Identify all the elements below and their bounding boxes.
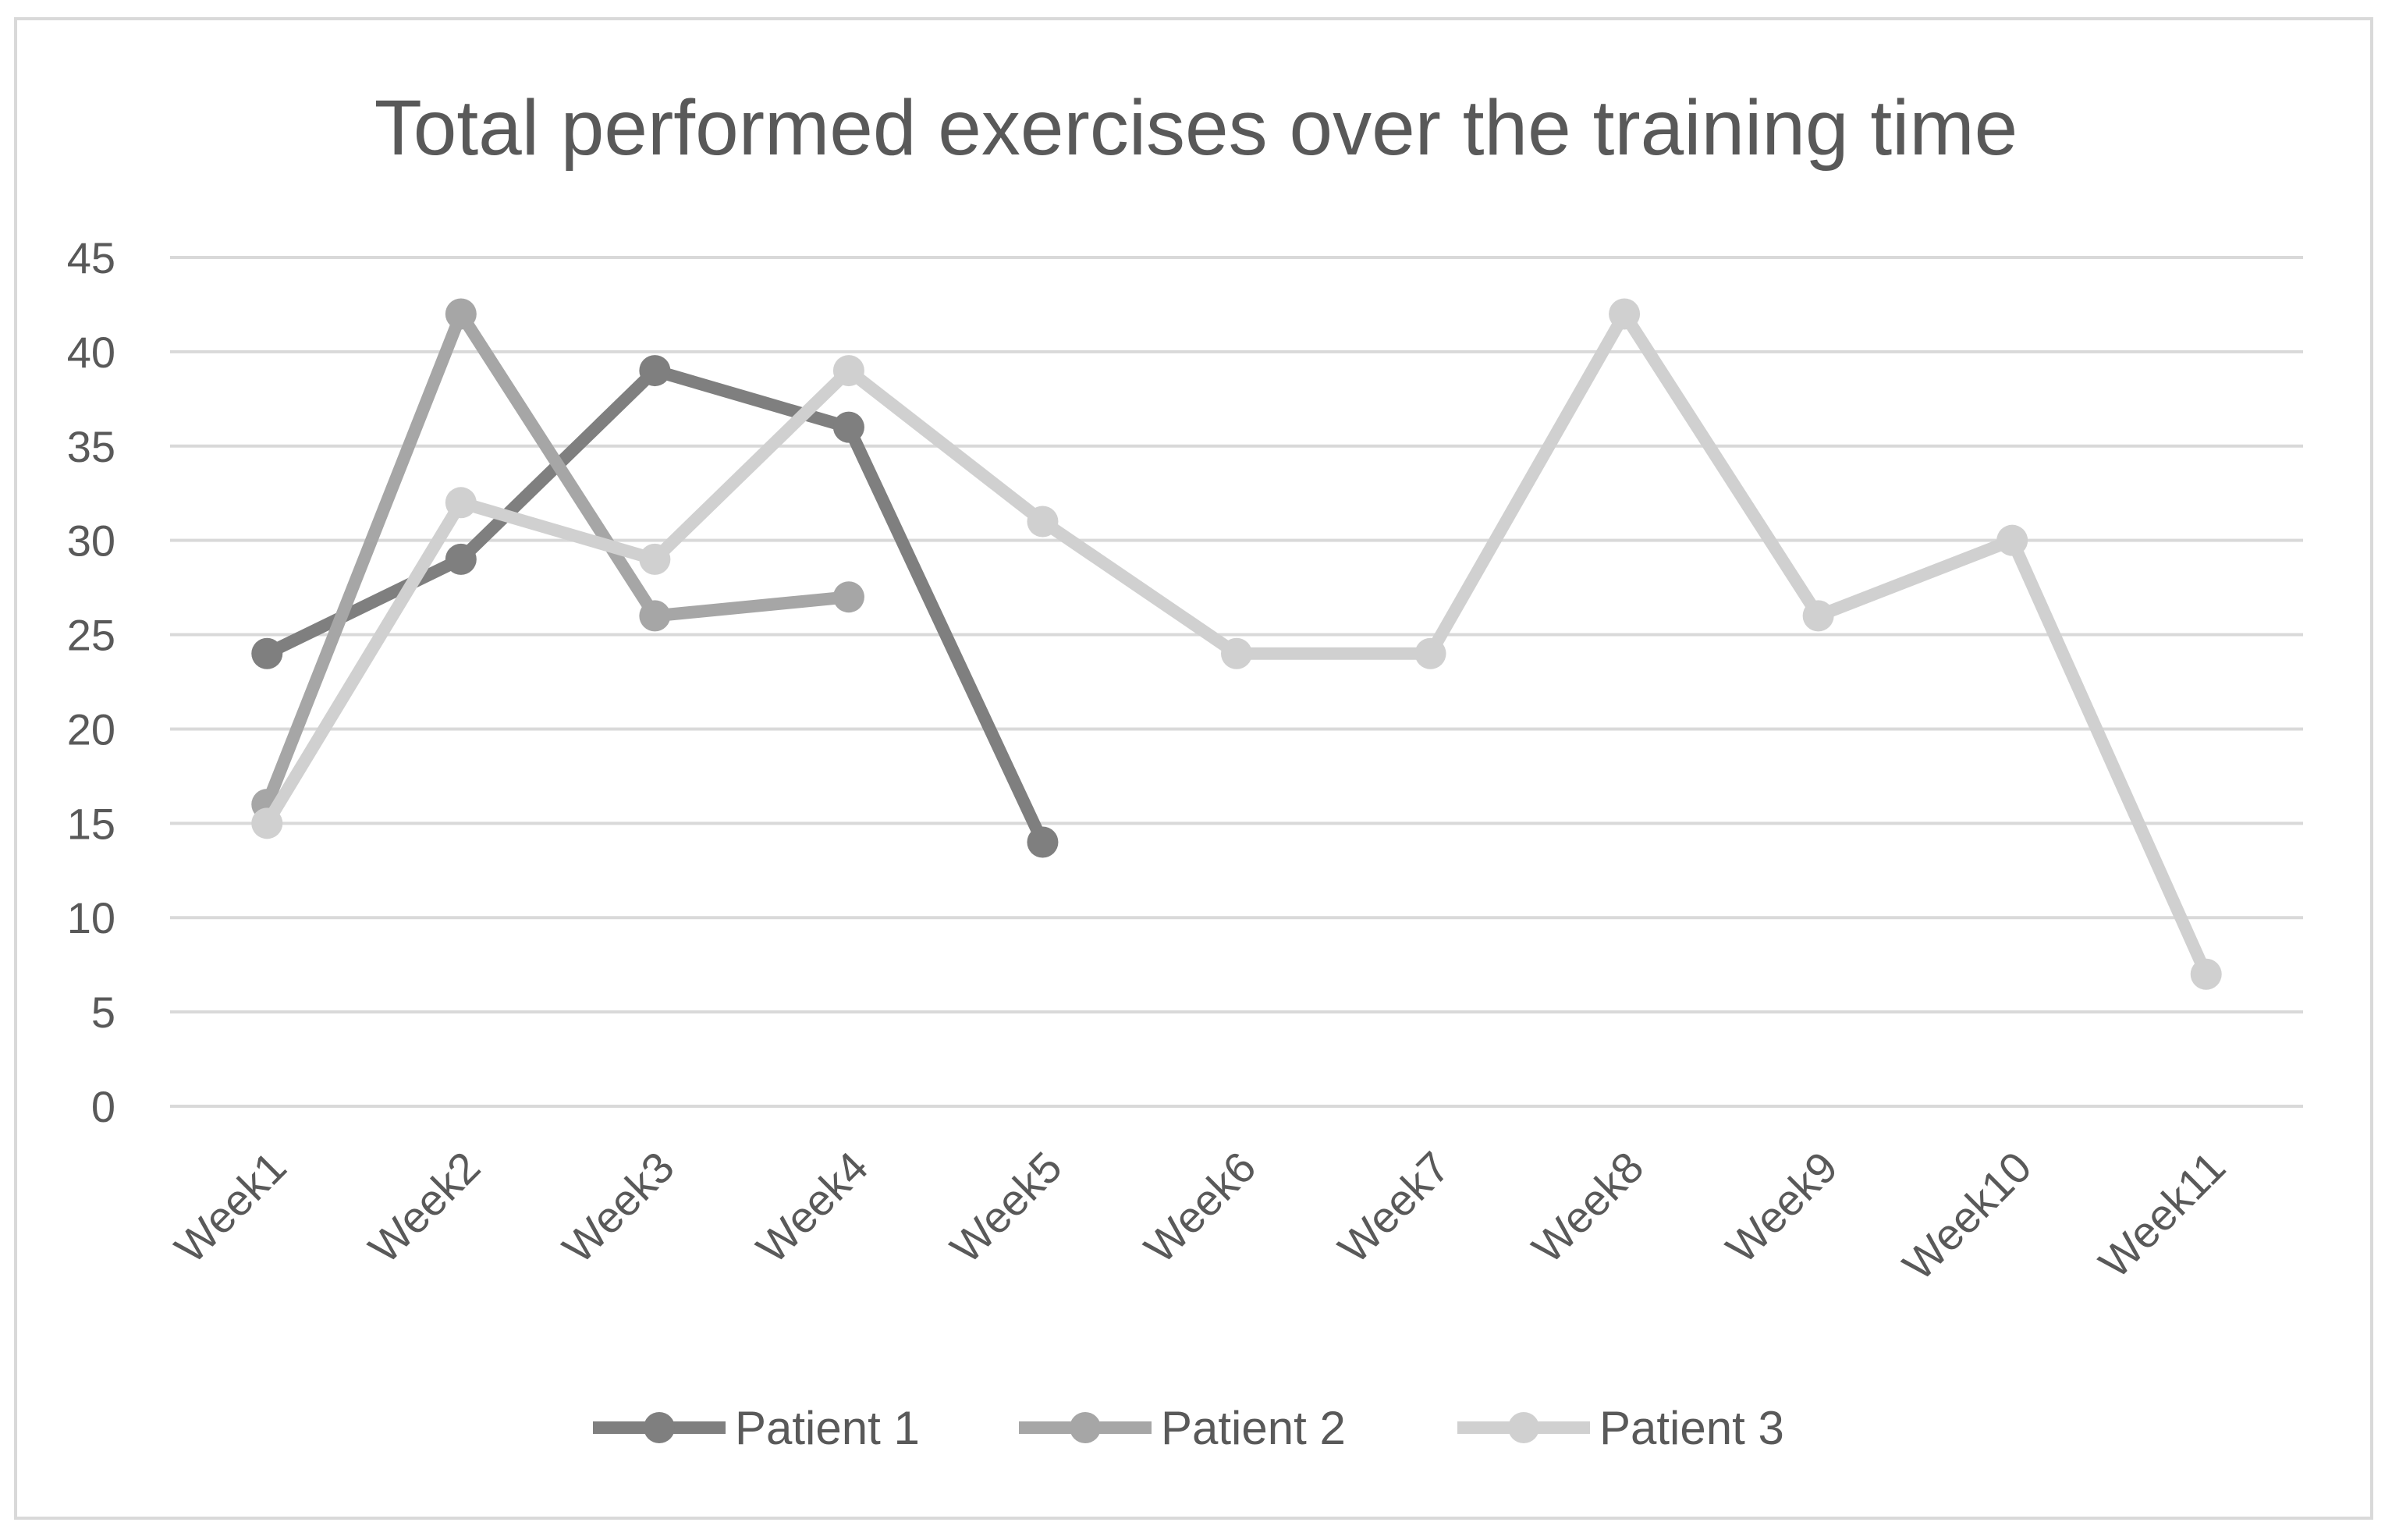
legend-label: Patient 1	[735, 1402, 920, 1454]
data-point	[1996, 524, 2028, 556]
data-point	[832, 581, 864, 613]
data-point	[639, 543, 671, 575]
legend-item: Patient 1	[593, 1402, 920, 1454]
data-point	[445, 298, 477, 330]
legend-swatch-marker	[1508, 1412, 1539, 1443]
data-point	[1221, 637, 1252, 669]
legend: Patient 1 Patient 2 Patient 3	[593, 1402, 1784, 1454]
data-point	[445, 543, 477, 575]
x-tick-label: Week7	[1329, 1142, 1459, 1272]
y-tick-label: 40	[67, 328, 115, 377]
x-tick-label: Week10	[1893, 1142, 2041, 1290]
x-tick-label: Week9	[1716, 1142, 1847, 1272]
y-tick-label: 5	[91, 988, 115, 1037]
y-tick-label: 15	[67, 799, 115, 848]
data-point	[445, 487, 477, 519]
legend-swatch-marker	[644, 1412, 675, 1443]
x-axis-ticks: Week1 Week2 Week3 Week4 Week5 Week6 Week7 Week8…	[165, 1142, 2235, 1290]
data-point	[1802, 600, 1834, 632]
y-tick-label: 10	[67, 893, 115, 942]
y-tick-label: 25	[67, 611, 115, 660]
y-tick-label: 35	[67, 422, 115, 471]
data-point	[639, 355, 671, 387]
y-tick-label: 0	[91, 1082, 115, 1131]
y-tick-label: 20	[67, 704, 115, 754]
x-tick-label: Week8	[1523, 1142, 1653, 1272]
series-layer	[251, 298, 2222, 990]
legend-item: Patient 3	[1457, 1402, 1784, 1454]
grid-layer	[170, 256, 2303, 1108]
data-point	[832, 355, 864, 387]
legend-label: Patient 3	[1599, 1402, 1784, 1454]
data-point	[2190, 958, 2222, 990]
data-point	[1609, 298, 1641, 330]
series-3	[251, 298, 2222, 990]
x-tick-label: Week3	[553, 1142, 683, 1272]
x-tick-label: Week4	[747, 1142, 877, 1272]
data-point	[832, 411, 864, 443]
y-axis-ticks: 0 5 10 15 20 25 30 35 40 45	[67, 233, 115, 1131]
x-tick-label: Week1	[165, 1142, 296, 1272]
x-tick-label: Week6	[1134, 1142, 1265, 1272]
chart-frame	[14, 17, 2373, 1520]
data-point	[639, 600, 671, 632]
series-line	[261, 307, 855, 811]
data-point	[1414, 637, 1446, 669]
legend-label: Patient 2	[1161, 1402, 1346, 1454]
data-point	[251, 637, 283, 669]
data-point	[1027, 506, 1059, 538]
series-2	[251, 298, 864, 821]
x-tick-label: Week2	[359, 1142, 489, 1272]
chart-title: Total performed exercises over the train…	[374, 84, 2018, 172]
legend-item: Patient 2	[1019, 1402, 1346, 1454]
series-1	[251, 355, 1059, 858]
y-tick-label: 30	[67, 516, 115, 566]
y-tick-label: 45	[67, 233, 115, 282]
data-point	[251, 807, 283, 839]
data-point	[1027, 826, 1059, 858]
x-tick-label: Week5	[941, 1142, 1071, 1272]
x-tick-label: Week11	[2089, 1142, 2234, 1287]
legend-swatch-marker	[1070, 1412, 1101, 1443]
